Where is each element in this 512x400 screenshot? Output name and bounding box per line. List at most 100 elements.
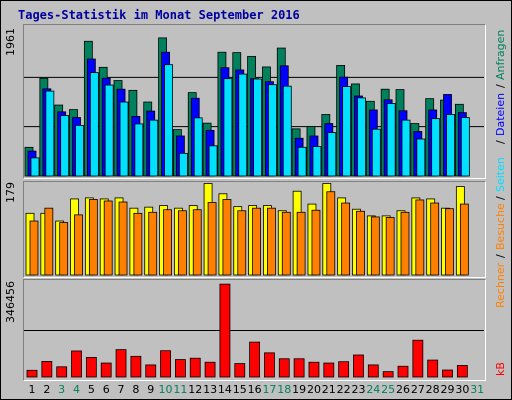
bar-kb-day-22 — [338, 361, 350, 378]
bar-rechner-day-18 — [281, 211, 291, 276]
day-label-28: 28 — [425, 383, 440, 396]
day-label-11: 11 — [173, 383, 188, 396]
bar-kb-day-15 — [234, 363, 246, 378]
bar-seiten-day-25 — [386, 103, 396, 177]
bar-rechner-day-13 — [207, 202, 217, 276]
day-label-6: 6 — [102, 383, 110, 396]
bar-kb-day-2 — [41, 361, 53, 378]
bar-kb-day-1 — [26, 369, 38, 378]
bar-rechner-day-14 — [222, 199, 232, 276]
day-label-17: 17 — [262, 383, 277, 396]
bar-rechner-day-28 — [430, 202, 440, 276]
bar-rechner-day-6 — [103, 200, 113, 276]
bar-seiten-day-18 — [282, 85, 292, 177]
bar-seiten-day-27 — [416, 138, 426, 177]
bar-kb-day-29 — [442, 369, 453, 378]
bar-rechner-day-27 — [415, 199, 425, 276]
bar-rechner-day-15 — [237, 210, 247, 276]
bar-seiten-day-12 — [193, 117, 203, 177]
bar-seiten-day-13 — [208, 145, 218, 177]
bar-rechner-day-12 — [192, 209, 202, 276]
day-label-13: 13 — [203, 383, 218, 396]
bar-kb-day-17 — [264, 352, 275, 378]
day-label-14: 14 — [217, 383, 232, 396]
bar-kb-day-19 — [293, 358, 305, 378]
bar-seiten-day-26 — [401, 119, 411, 177]
bar-kb-day-26 — [397, 365, 409, 378]
bar-seiten-day-6 — [104, 84, 114, 177]
bar-seiten-day-11 — [178, 152, 188, 177]
bar-rechner-day-20 — [311, 209, 321, 276]
bar-rechner-day-1 — [29, 220, 39, 276]
day-label-10: 10 — [158, 383, 173, 396]
bar-kb-day-8 — [130, 355, 142, 378]
bar-rechner-day-8 — [133, 212, 143, 276]
day-label-24: 24 — [366, 383, 381, 396]
bar-seiten-day-10 — [164, 64, 173, 177]
bar-rechner-day-5 — [88, 199, 98, 276]
day-label-29: 29 — [440, 383, 455, 396]
day-label-1: 1 — [28, 383, 36, 396]
bar-kb-day-6 — [100, 362, 112, 378]
bar-kb-day-24 — [367, 364, 379, 378]
day-label-23: 23 — [351, 383, 366, 396]
bar-rechner-day-19 — [296, 211, 306, 276]
bar-kb-day-3 — [56, 366, 68, 378]
bar-kb-day-18 — [278, 358, 290, 378]
bar-kb-day-13 — [204, 361, 216, 378]
bar-seiten-day-28 — [431, 118, 441, 177]
bar-seiten-day-22 — [342, 86, 352, 177]
bar-rechner-day-10 — [163, 209, 172, 276]
bar-seiten-day-2 — [45, 90, 55, 177]
bar-kb-day-14 — [219, 283, 231, 378]
bar-kb-day-10 — [160, 350, 171, 378]
bar-rechner-day-25 — [385, 217, 395, 276]
day-label-31: 31 — [470, 383, 485, 396]
day-label-16: 16 — [247, 383, 262, 396]
bar-kb-day-21 — [323, 362, 335, 378]
bar-kb-day-9 — [145, 364, 157, 378]
bar-kb-day-28 — [427, 359, 439, 378]
bar-seiten-day-4 — [75, 125, 84, 177]
bar-kb-day-12 — [189, 357, 201, 378]
bar-rechner-day-21 — [326, 191, 336, 276]
day-label-7: 7 — [117, 383, 125, 396]
day-label-25: 25 — [381, 383, 396, 396]
bar-seiten-day-21 — [327, 132, 337, 177]
bar-rechner-day-4 — [74, 214, 83, 276]
bar-seiten-day-3 — [60, 115, 70, 177]
bar-kb-day-11 — [174, 359, 186, 378]
day-label-15: 15 — [232, 383, 247, 396]
bar-kb-day-27 — [412, 339, 424, 378]
day-label-3: 3 — [58, 383, 66, 396]
bar-kb-day-25 — [382, 371, 394, 378]
bar-seiten-day-24 — [371, 128, 381, 177]
bar-seiten-day-20 — [312, 146, 322, 177]
bar-seiten-day-1 — [30, 157, 40, 177]
bar-kb-day-30 — [456, 365, 468, 378]
day-label-18: 18 — [277, 383, 292, 396]
bar-seiten-day-7 — [119, 101, 129, 177]
bar-seiten-day-8 — [134, 123, 144, 177]
bar-kb-day-5 — [85, 357, 97, 378]
bar-rechner-day-24 — [370, 216, 380, 276]
bar-rechner-day-11 — [177, 210, 187, 276]
bar-seiten-day-15 — [238, 73, 248, 177]
day-label-5: 5 — [87, 383, 95, 396]
bar-rechner-day-2 — [44, 207, 54, 276]
bar-kb-day-7 — [115, 349, 127, 378]
bar-rechner-day-23 — [356, 210, 365, 276]
day-label-2: 2 — [43, 383, 51, 396]
bar-seiten-day-16 — [253, 78, 263, 177]
day-label-19: 19 — [292, 383, 307, 396]
chart-title: Tages-Statistik im Monat September 2016 — [18, 8, 300, 22]
bar-rechner-day-7 — [118, 201, 128, 276]
bar-rechner-day-30 — [459, 203, 469, 276]
bar-seiten-day-14 — [223, 78, 233, 177]
bar-seiten-day-17 — [268, 84, 277, 177]
day-label-9: 9 — [147, 383, 155, 396]
bar-rechner-day-26 — [400, 211, 410, 276]
day-label-30: 30 — [455, 383, 470, 396]
day-label-8: 8 — [132, 383, 140, 396]
